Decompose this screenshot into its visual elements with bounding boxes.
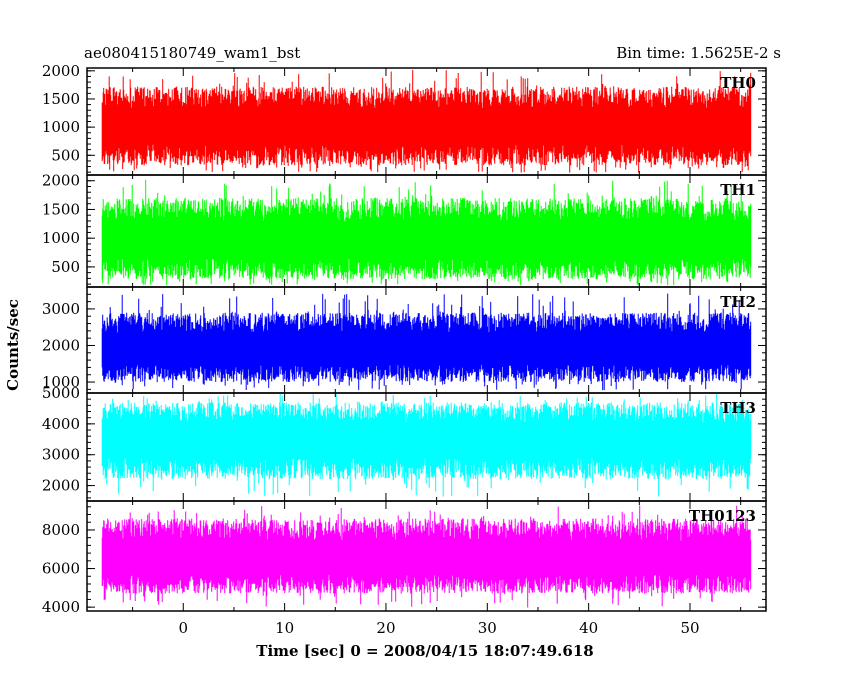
- x-tick-label: 40: [579, 619, 598, 637]
- panel-label-th3: TH3: [720, 399, 756, 417]
- y-tick-label: 2000: [42, 477, 80, 495]
- y-tick-label: 4000: [42, 598, 80, 616]
- series-th0: [101, 69, 752, 173]
- panel-label-th2: TH2: [720, 293, 756, 311]
- y-axis-label: Counts/sec: [4, 299, 22, 391]
- y-tick-label: 500: [51, 258, 80, 276]
- title-left: ae080415180749_wam1_bst: [84, 44, 300, 62]
- x-tick-label: 20: [376, 619, 395, 637]
- panel-label-th1: TH1: [720, 181, 756, 199]
- y-tick-label: 2000: [42, 172, 80, 190]
- panel-th0: 500 1000 1500 2000 TH0: [42, 62, 767, 176]
- panel-label-th0: TH0: [720, 74, 756, 92]
- y-tick-label: 3000: [42, 300, 80, 318]
- x-tick-label: 50: [680, 619, 699, 637]
- y-tick-label: 500: [51, 146, 80, 164]
- x-axis-label: Time [sec] 0 = 2008/04/15 18:07:49.618: [256, 642, 593, 660]
- x-tick-label: 0: [179, 619, 189, 637]
- y-tick-label: 2000: [42, 62, 80, 80]
- y-tick-label: 4000: [42, 415, 80, 433]
- series-th3: [101, 394, 752, 497]
- panel-th3: 2000 3000 4000 5000 TH3: [42, 384, 767, 502]
- y-tick-label: 5000: [42, 384, 80, 402]
- title-right: Bin time: 1.5625E-2 s: [616, 44, 781, 62]
- x-tick-label: 10: [275, 619, 294, 637]
- panels-group: 500 1000 1500 2000 TH0 500 1000 1500 2000 TH1 1000…: [42, 62, 767, 616]
- panel-th1: 500 1000 1500 2000 TH1: [42, 172, 767, 288]
- panel-th0123: 4000 6000 8000 TH0123: [42, 500, 767, 616]
- y-tick-label: 1000: [42, 118, 80, 136]
- y-tick-label: 1000: [42, 373, 80, 391]
- series-th2: [101, 293, 752, 391]
- panel-frame: [86, 500, 767, 612]
- y-tick-label: 1500: [42, 200, 80, 218]
- panel-th2: 1000 2000 3000 TH2: [42, 286, 767, 394]
- series-th1: [101, 179, 752, 286]
- y-tick-label: 8000: [42, 521, 80, 539]
- y-tick-label: 6000: [42, 560, 80, 578]
- x-tick-label: 30: [478, 619, 497, 637]
- y-tick-label: 1500: [42, 90, 80, 108]
- y-tick-label: 2000: [42, 336, 80, 354]
- series-th0123: [101, 505, 752, 608]
- y-tick-label: 1000: [42, 229, 80, 247]
- x-axis: 0 10 20 30 40 50: [179, 619, 700, 637]
- panel-label-th0123: TH0123: [689, 507, 756, 525]
- y-tick-label: 3000: [42, 446, 80, 464]
